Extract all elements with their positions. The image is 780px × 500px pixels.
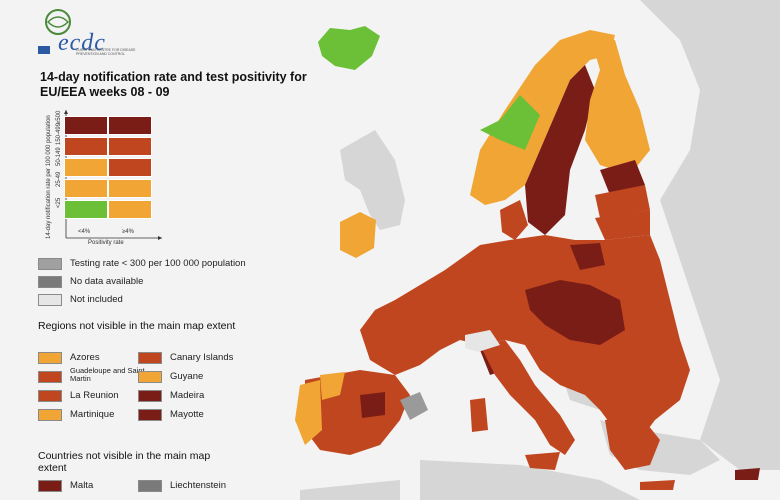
- sicily: [525, 452, 560, 470]
- legend-swatch: [38, 409, 62, 421]
- non-eu-land: [420, 460, 640, 500]
- matrix-cell: [64, 179, 108, 198]
- continental-eu: [360, 235, 690, 440]
- matrix-cell: [64, 116, 108, 135]
- matrix-cell: [108, 158, 152, 177]
- ireland: [340, 212, 376, 258]
- matrix-col-tick: ≥4%: [122, 229, 134, 235]
- legend-label: Liechtenstein: [170, 480, 226, 491]
- crete: [640, 480, 675, 490]
- legend-swatch: [138, 371, 162, 383]
- legend-swatch: [38, 352, 62, 364]
- latvia: [595, 185, 650, 218]
- logo-subtitle: EUROPEAN CENTRE FOR DISEASE PREVENTION A…: [76, 48, 136, 56]
- sweden: [525, 65, 595, 235]
- countries-title: Countries not visible in the main map ex…: [38, 450, 211, 474]
- matrix-col-tick: <4%: [78, 229, 91, 235]
- norway-green-region: [480, 95, 540, 150]
- lithuania: [595, 210, 650, 240]
- legend-label: Guadeloupe and Saint Martin: [70, 366, 145, 383]
- matrix-row-tick: 50-149: [56, 147, 62, 166]
- central-europe-dark: [525, 280, 625, 345]
- matrix-cell: [64, 137, 108, 156]
- non-eu-land: [340, 130, 405, 230]
- matrix-row-tick: <25: [56, 197, 62, 208]
- legend-swatch: [38, 294, 62, 306]
- legend-swatch: [138, 390, 162, 402]
- legend-swatch: [138, 480, 162, 492]
- legend-label: Guyane: [170, 371, 204, 382]
- legend-swatch: [38, 390, 62, 402]
- matrix-cell: [64, 158, 108, 177]
- legend-label: Martinique: [70, 409, 115, 420]
- matrix-y-axis: 14-day notification rate per 100 000 pop…: [43, 115, 53, 240]
- legend-label: Not included: [70, 294, 123, 305]
- legend-swatch: [38, 258, 62, 270]
- legend-label: Azores: [70, 352, 100, 363]
- matrix-cell: [108, 179, 152, 198]
- legend-swatch: [38, 276, 62, 288]
- norway: [470, 30, 615, 205]
- non-eu-land: [300, 480, 400, 500]
- legend-label: Mayotte: [170, 409, 204, 420]
- spain-orange-region: [320, 372, 345, 400]
- poland-dark-region: [570, 243, 605, 270]
- legend-label: No data available: [70, 276, 144, 287]
- denmark: [500, 200, 528, 240]
- matrix-cell: [108, 200, 152, 219]
- switzerland: [465, 330, 500, 352]
- legend-label: Canary Islands: [170, 352, 234, 363]
- finland: [585, 35, 650, 175]
- catalonia-grey: [400, 392, 428, 420]
- regions-title: Regions not visible in the main map exte…: [38, 320, 236, 332]
- iceland: [318, 26, 380, 70]
- legend-label: La Reunion: [70, 390, 119, 401]
- legend-label: Madeira: [170, 390, 205, 401]
- non-eu-land: [640, 0, 780, 470]
- matrix-x-label: Positivity rate: [88, 240, 124, 246]
- matrix-cell: [108, 116, 152, 135]
- matrix-row-tick: 150-499: [56, 122, 62, 145]
- legend-label: Testing rate < 300 per 100 000 populatio…: [70, 258, 246, 269]
- map-title: 14-day notification rate and test positi…: [40, 70, 307, 99]
- ecdc-logo-icon: [45, 9, 71, 35]
- cyprus: [735, 468, 760, 480]
- logo-name: ecdc: [58, 30, 106, 56]
- matrix-cell: [108, 137, 152, 156]
- portugal: [295, 380, 322, 445]
- greece: [605, 415, 660, 470]
- legend-swatch: [138, 352, 162, 364]
- matrix-y-label: 14-day notification rate per 100 000 pop…: [46, 115, 52, 239]
- eu-flag-icon: [38, 46, 50, 54]
- legend-label: Malta: [70, 480, 94, 491]
- legend-swatch: [38, 480, 62, 492]
- matrix-cell: [64, 200, 108, 219]
- estonia: [600, 160, 645, 195]
- legend-swatch: [38, 371, 62, 383]
- matrix-row-tick: 25-49: [56, 171, 62, 187]
- italy: [480, 340, 575, 455]
- legend-swatch: [138, 409, 162, 421]
- sardinia: [470, 398, 488, 432]
- spain-dark-region: [360, 392, 385, 418]
